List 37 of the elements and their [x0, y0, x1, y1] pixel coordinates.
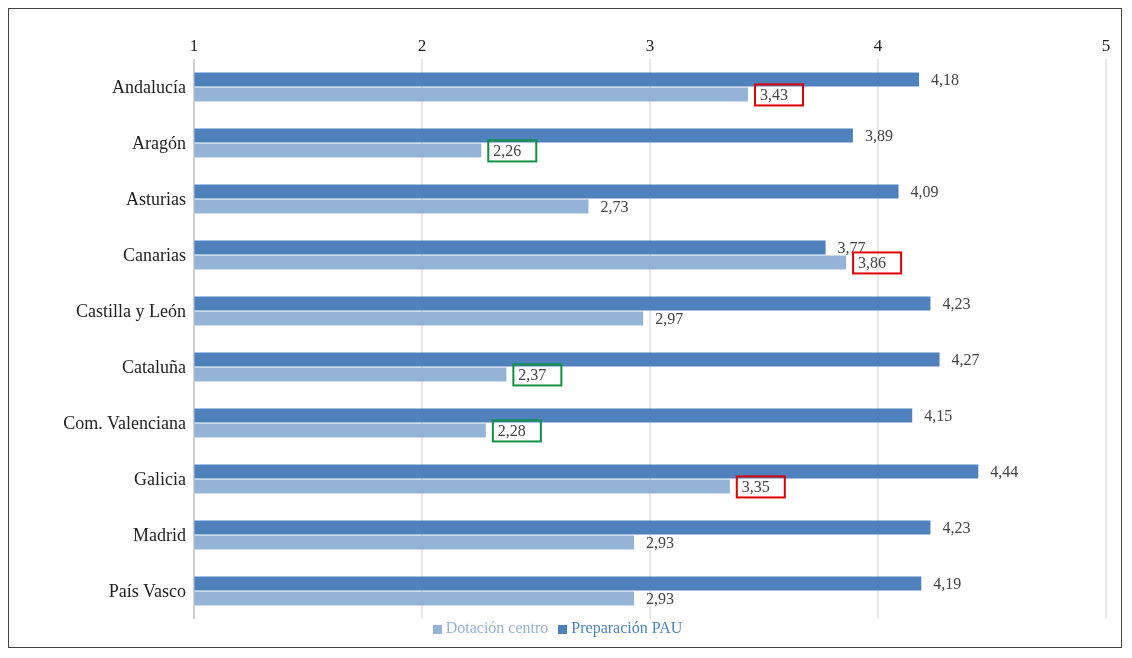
x-tick-label: 2: [417, 36, 427, 55]
data-label: 2,93: [646, 534, 675, 552]
legend-label: Dotación centro: [445, 619, 549, 636]
y-tick-label: Com. Valenciana: [63, 413, 186, 434]
data-label: 2,93: [646, 590, 675, 608]
y-tick-label: Andalucía: [112, 77, 187, 98]
x-tick-label: 1: [189, 36, 199, 55]
legend-label: Preparación PAU: [571, 619, 683, 636]
y-tick-label: Asturias: [126, 189, 186, 210]
data-label: 2,26: [493, 142, 522, 160]
y-tick-label: Madrid: [133, 525, 186, 546]
x-tick-label: 4: [873, 36, 883, 55]
data-label: 4,27: [951, 351, 980, 369]
data-label: 3,86: [858, 254, 887, 272]
y-tick-label: Galicia: [134, 469, 186, 490]
y-tick-label: Aragón: [132, 133, 186, 154]
data-label: 2,97: [655, 310, 684, 328]
data-label: 4,23: [942, 295, 971, 313]
data-label: 2,28: [497, 422, 526, 440]
data-label: 4,23: [942, 519, 971, 537]
data-label: 3,43: [760, 86, 789, 104]
y-tick-label: Canarias: [123, 245, 186, 266]
data-label: 3,35: [741, 478, 770, 496]
y-tick-label: Castilla y León: [76, 301, 186, 322]
x-tick-label: 5: [1101, 36, 1111, 55]
y-tick-label: Cataluña: [122, 357, 186, 378]
data-label: 4,19: [933, 575, 962, 593]
data-label: 4,15: [924, 407, 953, 425]
data-label: 2,37: [518, 366, 547, 384]
data-label: 4,09: [910, 183, 939, 201]
data-label: 4,44: [990, 463, 1019, 481]
data-label: 3,77: [837, 239, 866, 257]
y-tick-label: País Vasco: [108, 581, 186, 602]
x-tick-label: 3: [645, 36, 655, 55]
data-label: 2,73: [600, 198, 629, 216]
data-label: 3,89: [864, 127, 893, 145]
data-label: 4,18: [931, 71, 960, 89]
